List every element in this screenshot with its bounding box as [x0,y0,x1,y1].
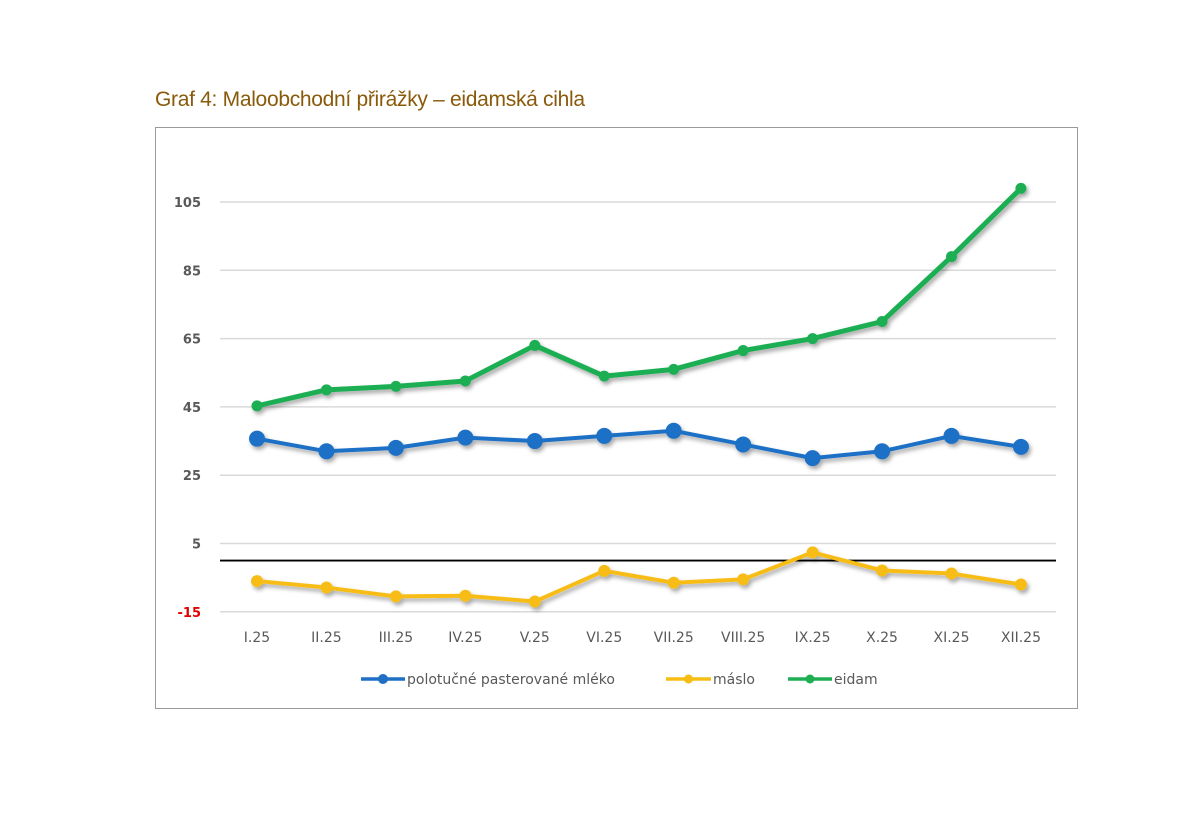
legend-marker-icon [684,674,693,684]
x-tick-label: II.25 [311,630,342,646]
y-tick-label: 85 [183,264,201,279]
data-point [946,251,957,263]
data-point [665,422,682,439]
data-point [1014,578,1027,591]
data-point [389,590,402,603]
series-line [256,186,1023,409]
x-tick-label: III.25 [379,630,414,646]
data-point [735,436,752,453]
data-point [874,443,891,460]
data-point [320,581,333,594]
x-tick-label: XI.25 [934,630,970,646]
legend-label: polotučné pasterované mléko [407,672,615,688]
x-axis-ticks: I.25 II.25 III.25 IV.25 V.25 VI.25 VII.25 VIII.… [244,630,1041,646]
y-tick-label: 45 [183,401,201,416]
data-point [1012,438,1029,455]
legend: polotučné pasterované mléko máslo eidam [361,672,878,688]
x-tick-label: X.25 [866,630,898,646]
data-point [667,576,680,589]
data-point [943,427,960,444]
y-tick-label: 5 [192,538,201,553]
series-line [256,428,1022,461]
data-point [320,384,332,396]
data-point [598,370,610,382]
gridlines [220,201,1056,613]
data-point [1015,182,1027,194]
data-point [318,443,335,460]
data-point [251,400,263,412]
chart-frame: 105 85 65 45 25 5 -15 I.25 II.25 III.25 IV.25 V.25… [155,127,1078,709]
figure-title: Graf 4: Maloobchodní přirážky – eidamská… [155,88,585,111]
data-point [876,316,888,328]
y-tick-label: -15 [178,606,202,621]
y-axis-ticks: 105 85 65 45 25 5 -15 [174,196,201,621]
line-chart: 105 85 65 45 25 5 -15 I.25 II.25 III.25 IV.25 V.25… [174,182,1056,688]
x-tick-label: IX.25 [795,630,831,646]
data-point [876,564,889,577]
y-tick-label: 65 [183,333,201,348]
series-mleko [249,422,1029,467]
data-point [806,546,819,559]
x-tick-label: VIII.25 [721,630,765,646]
data-point [737,573,750,586]
data-point [457,429,474,446]
data-point [459,589,472,602]
data-point [668,363,680,375]
x-tick-label: V.25 [520,630,550,646]
data-point [528,595,541,608]
x-tick-label: IV.25 [448,630,482,646]
data-point [529,339,541,351]
data-point [804,450,821,467]
legend-item: máslo [666,672,755,688]
data-point [737,345,749,357]
data-point [249,430,265,447]
data-point [387,439,404,456]
x-tick-label: VII.25 [654,630,694,646]
data-point [945,567,958,580]
data-point [251,575,263,588]
legend-label: máslo [713,672,755,688]
data-point [807,333,819,345]
y-tick-label: 25 [183,469,201,484]
series-group [249,182,1029,608]
x-tick-label: VI.25 [586,630,622,646]
legend-item: eidam [788,672,878,688]
series-maslo [251,546,1027,608]
y-tick-label: 105 [174,196,201,211]
data-point [390,380,402,392]
data-point [596,427,613,444]
x-tick-label: XII.25 [1001,630,1041,646]
legend-label: eidam [834,672,878,688]
data-point [526,433,543,450]
data-point [598,564,611,577]
series-line [256,550,1022,604]
x-tick-label: I.25 [244,630,270,646]
legend-marker-icon [378,674,388,684]
legend-item: polotučné pasterované mléko [361,672,615,688]
data-point [459,375,471,387]
legend-marker-icon [805,674,815,684]
series-eidam [251,182,1027,412]
